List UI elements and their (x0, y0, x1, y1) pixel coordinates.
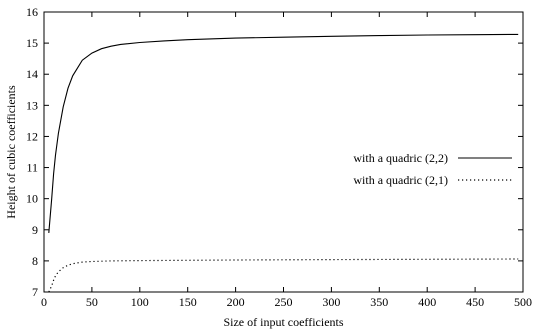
y-tick-label: 8 (32, 254, 38, 268)
y-tick-label: 13 (26, 98, 38, 112)
x-tick-label: 300 (322, 295, 340, 309)
y-tick-label: 12 (26, 129, 38, 143)
x-tick-label: 450 (466, 295, 484, 309)
x-tick-label: 150 (179, 295, 197, 309)
x-tick-label: 400 (418, 295, 436, 309)
y-tick-label: 16 (26, 5, 38, 19)
y-tick-label: 15 (26, 36, 38, 50)
y-tick-label: 10 (26, 192, 38, 206)
plot-frame (43, 11, 524, 293)
tick-labels: 0 50 100 150 200 250 300 350 400 450 500 7 8 9 10 11 12 1… (26, 5, 532, 309)
y-tick-label: 14 (26, 67, 38, 81)
x-tick-label: 0 (41, 295, 47, 309)
tick-marks (43, 11, 524, 293)
x-tick-label: 250 (275, 295, 293, 309)
x-tick-label: 500 (514, 295, 532, 309)
series-line-2 (48, 258, 519, 293)
legend-label-1: with a quadric (2,2) (353, 151, 448, 165)
legend: with a quadric (2,2) with a quadric (2,1) (353, 151, 512, 187)
y-axis-label: Height of cubic coefficients (4, 85, 18, 219)
y-tick-label: 7 (32, 285, 38, 299)
x-tick-label: 100 (131, 295, 149, 309)
y-tick-label: 11 (26, 161, 38, 175)
x-tick-label: 50 (86, 295, 98, 309)
y-tick-label: 9 (32, 223, 38, 237)
x-tick-label: 350 (370, 295, 388, 309)
x-axis-label: Size of input coefficients (223, 315, 343, 329)
series-line-1 (48, 33, 519, 233)
series-lines (48, 33, 519, 293)
legend-label-2: with a quadric (2,1) (353, 173, 448, 187)
x-tick-label: 200 (227, 295, 245, 309)
